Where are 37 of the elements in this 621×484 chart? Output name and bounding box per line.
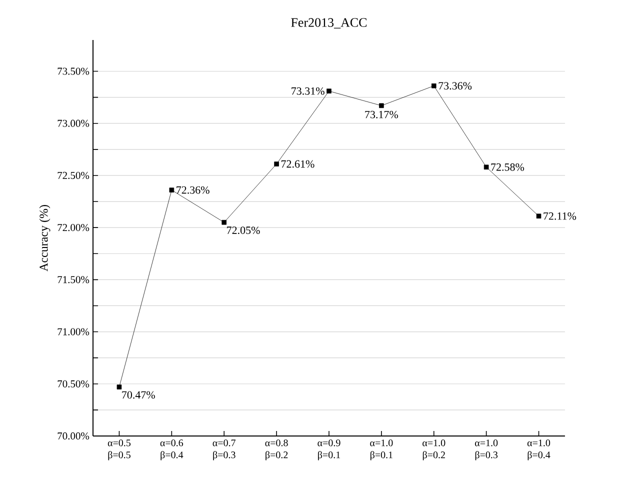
data-label: 70.47%	[122, 391, 155, 399]
x-tick-label: α=1.0 β=0.3	[475, 440, 498, 460]
data-label: 73.36%	[438, 82, 472, 90]
data-label: 72.61%	[281, 160, 314, 168]
y-tick-label: 70.00%	[58, 432, 90, 440]
x-tick-label: α=0.7 β=0.3	[212, 440, 236, 460]
point	[116, 384, 122, 390]
point	[274, 162, 279, 166]
y-tick-label: 73.50%	[58, 68, 90, 75]
data-label: 72.05%	[227, 226, 260, 234]
y-tick-label: 73.00%	[58, 120, 90, 127]
data-label: 72.58%	[491, 163, 524, 171]
y-tick-label: 72.50%	[58, 172, 90, 180]
data-label: 73.17%	[365, 110, 398, 118]
y-tick-label: 71.50%	[58, 276, 90, 284]
x-tick-label: α=1.0 β=0.4	[527, 440, 550, 460]
x-tick-label: α=0.8 β=0.2	[265, 440, 288, 460]
x-tick-label: α=1.0 β=0.2	[422, 440, 446, 460]
x-tick-label: α=0.5 β=0.5	[108, 440, 131, 460]
data-label: 72.11%	[544, 212, 576, 220]
data-label: 72.36%	[176, 186, 210, 194]
point	[431, 83, 436, 88]
x-tick-label: α=1.0 β=0.1	[370, 440, 393, 460]
y-axis-title: Accuracy (%)	[39, 205, 50, 272]
chart-title: Fer2013_ACC	[291, 18, 367, 28]
point	[536, 214, 542, 219]
x-tick-label: α=0.9 β=0.1	[318, 440, 340, 460]
point	[169, 188, 174, 192]
y-tick-label: 70.50%	[58, 380, 90, 388]
y-tick-label: 72.00%	[58, 224, 90, 232]
point	[484, 164, 489, 170]
point	[326, 88, 332, 94]
data-label: 73.31%	[292, 87, 324, 95]
y-tick-label: 71.00%	[58, 328, 90, 336]
point	[379, 103, 384, 108]
point	[222, 220, 227, 225]
x-tick-label: α=0.6 β=0.4	[160, 440, 184, 460]
